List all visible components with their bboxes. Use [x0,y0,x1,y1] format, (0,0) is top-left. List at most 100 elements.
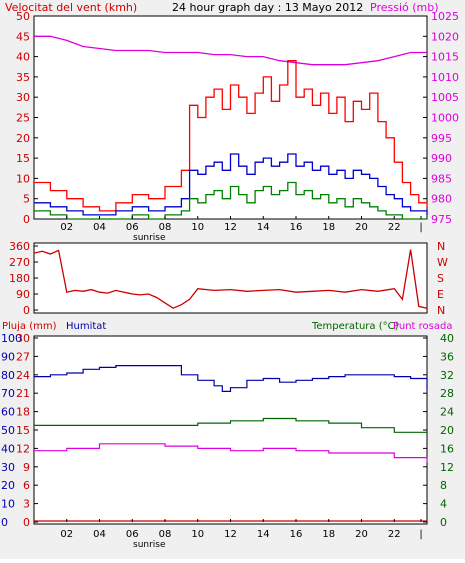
rain-tick-label: 6 [23,479,30,492]
series-humidity-line [34,365,428,392]
sunrise-label-bottom: sunrise [133,540,166,550]
humidity-tick-label: 90 [1,350,15,363]
rain-tick-label: 9 [23,461,30,474]
rain-tick-label: 0 [23,516,30,529]
x-tick-label: 10 [191,529,204,540]
humidity-tick-label: 60 [1,406,15,419]
direction-compass-label: S [437,272,444,285]
x-tick-label: 10 [191,222,204,233]
series-pressure-line [34,35,427,66]
series-min-line [34,181,427,220]
direction-degree-ticks: 360 270 180 90 0 [9,240,30,317]
x-tick-label: 14 [257,529,270,540]
x-tick-label: 16 [290,529,303,540]
temperature-panel-x-ticks: 02 04 06 08 10 12 14 16 18 20 22 | [60,519,423,540]
rain-tick-label: 30 [16,332,30,345]
temperature-panel-plot [33,335,428,525]
wind-speed-tick-label: 10 [16,172,30,185]
humidity-tick-label: 20 [1,479,15,492]
wind-speed-tick-label: 30 [16,91,30,104]
direction-degree-label: 90 [16,288,30,301]
pressure-ticks: 975 980 985 990 995 1000 1005 1010 1015 1020 1025 [431,10,459,226]
pressure-axis-label: Pressió (mb) [370,1,439,14]
pressure-tick-label: 1010 [431,71,459,84]
temperature-tick-label: 12 [440,461,454,474]
wind-panel-series [34,35,428,220]
direction-compass-label: N [437,240,445,253]
temperature-tick-label: 4 [440,498,447,511]
x-tick-label: 22 [388,222,401,233]
temperature-tick-label: 40 [440,332,454,345]
direction-compass-label: N [437,304,445,317]
dewpoint-axis-label: Punt rosada [393,321,452,332]
direction-panel-series [33,249,428,309]
rain-tick-label: 27 [16,350,30,363]
temperature-tick-label: 16 [440,442,454,455]
x-tick-label: 14 [257,222,270,233]
wind-speed-tick-label: 40 [16,51,30,64]
humidity-tick-label: 30 [1,461,15,474]
x-tick-label: 12 [224,222,237,233]
rain-axis-label: Pluja (mm) [2,321,57,332]
series-direction-line [33,249,428,309]
direction-panel-plot [33,242,428,314]
direction-degree-label: 180 [9,272,30,285]
temperature-tick-label: 32 [440,369,454,382]
rain-tick-label: 21 [16,387,30,400]
pressure-tick-label: 995 [431,132,452,145]
wind-speed-tick-label: 50 [16,10,30,23]
humidity-tick-label: 100 [1,332,22,345]
x-tick-label: 06 [126,529,139,540]
x-tick-label: | [419,529,422,540]
x-tick-label: 02 [60,529,73,540]
wind-speed-tick-label: 35 [16,71,30,84]
x-tick-label: 06 [126,222,139,233]
wind-speed-tick-label: 20 [16,132,30,145]
x-tick-label: 02 [60,222,73,233]
rain-tick-label: 18 [16,406,30,419]
x-tick-label: 08 [159,222,172,233]
pressure-tick-label: 980 [431,193,452,206]
x-tick-label: 04 [93,529,106,540]
pressure-tick-label: 1005 [431,91,459,104]
x-tick-label: 22 [388,529,401,540]
pressure-tick-label: 990 [431,152,452,165]
direction-degree-label: 0 [23,304,30,317]
x-tick-label: 20 [355,529,368,540]
temperature-tick-label: 0 [440,516,447,529]
temperature-tick-label: 8 [440,479,447,492]
sunrise-label: sunrise [133,233,166,243]
rain-tick-label: 12 [16,442,30,455]
temperature-tick-label: 36 [440,350,454,363]
pressure-tick-label: 1015 [431,51,459,64]
humidity-tick-label: 10 [1,498,15,511]
pressure-tick-label: 985 [431,172,452,185]
humidity-tick-label: 40 [1,442,15,455]
x-tick-label: 16 [290,222,303,233]
x-tick-label: 08 [159,529,172,540]
series-avg-line [34,153,428,216]
rain-tick-label: 3 [23,498,30,511]
pressure-tick-label: 1020 [431,30,459,43]
wind-speed-tick-label: 25 [16,112,30,125]
series-temperature-line [34,417,427,433]
temperature-panel-grid [34,337,427,523]
wind-panel-plot [33,15,428,220]
temperature-tick-label: 20 [440,424,454,437]
series-gust-line [34,60,428,212]
rain-tick-label: 15 [16,424,30,437]
x-tick-label: 18 [322,529,335,540]
pressure-tick-label: 1000 [431,112,459,125]
series-dewpoint-line [34,443,428,463]
x-tick-label: | [419,222,422,233]
humidity-tick-label: 70 [1,387,15,400]
temperature-tick-label: 24 [440,406,454,419]
panel-title: 24 hour graph day : 13 Mayo 2012 [172,1,363,14]
direction-degree-label: 360 [9,240,30,253]
wind-speed-tick-label: 45 [16,30,30,43]
